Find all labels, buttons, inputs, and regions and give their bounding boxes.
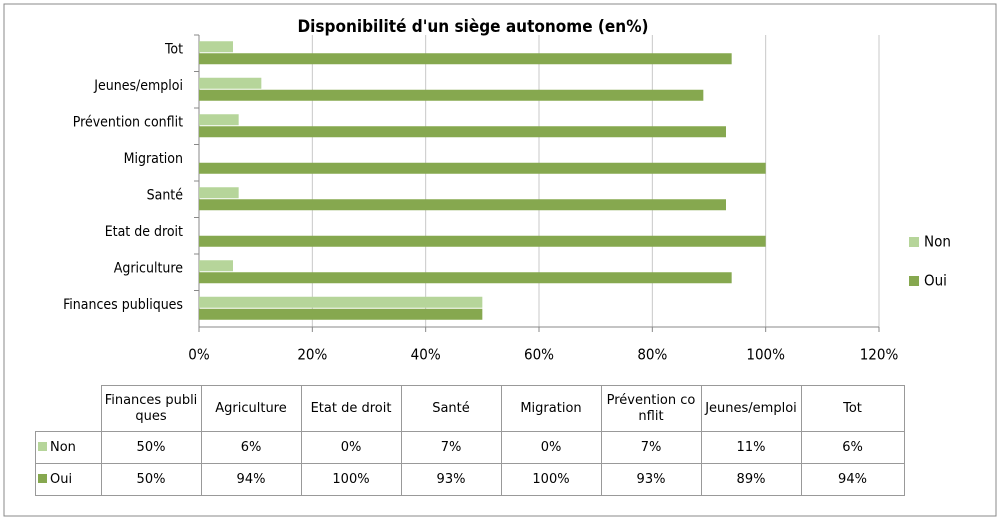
table-header: Agriculture bbox=[200, 385, 302, 432]
table-series: Oui bbox=[35, 463, 102, 496]
table-cell: 100% bbox=[500, 463, 602, 496]
table-row: Non 50% 6% 0% 7% 0% 7% 11% 6% bbox=[35, 431, 905, 464]
y-tick-label: Tot bbox=[164, 41, 183, 57]
y-tick-label: Prévention conflit bbox=[73, 114, 183, 130]
table-row: Oui 50% 94% 100% 93% 100% 93% 89% 94% bbox=[35, 463, 905, 496]
x-tick-label: 60% bbox=[524, 346, 554, 364]
chart-border bbox=[3, 3, 997, 517]
table-series-name: Non bbox=[50, 439, 76, 455]
y-tick-label: Santé bbox=[147, 187, 184, 203]
legend-key bbox=[38, 441, 47, 451]
y-tick-label: Etat de droit bbox=[105, 224, 183, 240]
table-cell: 89% bbox=[700, 463, 802, 496]
bar bbox=[199, 235, 766, 247]
x-tick-label: 100% bbox=[746, 346, 785, 364]
legend-key bbox=[38, 473, 47, 483]
table-cell: 93% bbox=[600, 463, 702, 496]
table-cell: 7% bbox=[600, 431, 702, 464]
table-cell: 94% bbox=[200, 463, 302, 496]
y-tick-label: Migration bbox=[124, 151, 183, 167]
bar bbox=[199, 77, 262, 89]
x-tick-label: 20% bbox=[297, 346, 327, 364]
x-tick-label: 120% bbox=[860, 346, 899, 364]
table-header: Etat de droit bbox=[300, 385, 402, 432]
table-corner bbox=[35, 385, 102, 432]
table-header: Finances publiques bbox=[100, 385, 202, 432]
data-table: Finances publiques Agriculture Etat de dro… bbox=[35, 385, 905, 496]
legend-label: Non bbox=[924, 233, 951, 251]
table-header: Santé bbox=[400, 385, 502, 432]
y-tick-label: Jeunes/emploi bbox=[93, 78, 183, 94]
bar bbox=[199, 126, 726, 138]
bar bbox=[199, 199, 726, 211]
y-tick-label: Finances publiques bbox=[63, 297, 183, 313]
table-header: Tot bbox=[800, 385, 905, 432]
bar bbox=[199, 296, 483, 308]
chart-title: Disponibilité d'un siège autonome (en%) bbox=[297, 17, 648, 37]
table-series: Non bbox=[35, 431, 102, 464]
x-tick-label: 0% bbox=[188, 346, 210, 364]
legend-key bbox=[909, 237, 919, 247]
legend-key bbox=[909, 276, 919, 286]
table-cell: 0% bbox=[300, 431, 402, 464]
table-cell: 0% bbox=[500, 431, 602, 464]
bar bbox=[199, 187, 239, 199]
table-header-row: Finances publiques Agriculture Etat de dro… bbox=[35, 385, 905, 432]
table-header: Jeunes/emploi bbox=[700, 385, 802, 432]
table-cell: 6% bbox=[800, 431, 905, 464]
x-tick-label: 80% bbox=[637, 346, 667, 364]
table-cell: 94% bbox=[800, 463, 905, 496]
table-cell: 100% bbox=[300, 463, 402, 496]
bar bbox=[199, 89, 704, 101]
bar bbox=[199, 41, 233, 53]
bar bbox=[199, 53, 732, 65]
bar bbox=[199, 162, 766, 174]
x-tick-label: 40% bbox=[411, 346, 441, 364]
y-tick-label: Agriculture bbox=[114, 260, 183, 276]
table-header: Migration bbox=[500, 385, 602, 432]
bar bbox=[199, 308, 483, 320]
table-cell: 50% bbox=[100, 431, 202, 464]
table-cell: 50% bbox=[100, 463, 202, 496]
table-header: Prévention conflit bbox=[600, 385, 702, 432]
legend-label: Oui bbox=[924, 272, 947, 290]
table-series-name: Oui bbox=[50, 471, 73, 487]
table-cell: 11% bbox=[700, 431, 802, 464]
bar bbox=[199, 114, 239, 126]
table-cell: 7% bbox=[400, 431, 502, 464]
table-cell: 93% bbox=[400, 463, 502, 496]
table-cell: 6% bbox=[200, 431, 302, 464]
bar bbox=[199, 260, 233, 272]
bar bbox=[199, 272, 732, 284]
